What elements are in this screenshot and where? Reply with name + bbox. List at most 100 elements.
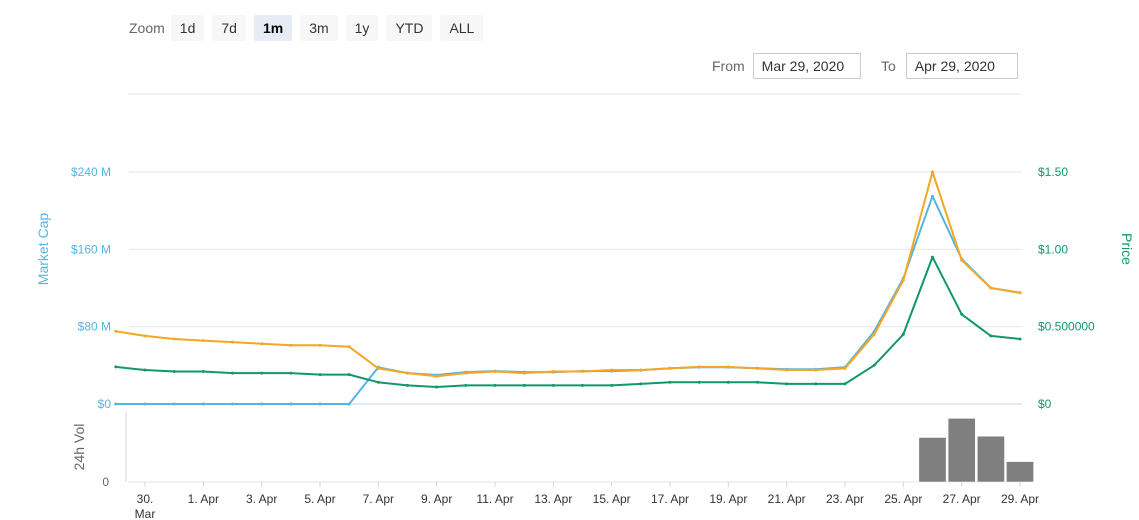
data-point-1-10[interactable]	[406, 371, 409, 375]
data-point-2-18[interactable]	[639, 382, 643, 386]
series-line-price[interactable]	[115, 171, 1021, 378]
data-point-2-26[interactable]	[872, 363, 876, 367]
data-point-1-21[interactable]	[726, 365, 730, 369]
data-point-2-30[interactable]	[989, 334, 993, 338]
data-point-1-29[interactable]	[960, 258, 964, 262]
volume-bar-1[interactable]	[947, 418, 976, 483]
data-point-0-28[interactable]	[931, 194, 934, 198]
data-point-2-28[interactable]	[931, 255, 934, 259]
data-point-1-31[interactable]	[1018, 291, 1022, 295]
data-point-2-8[interactable]	[347, 373, 351, 377]
data-point-2-7[interactable]	[318, 373, 322, 377]
range-to-label: To	[881, 58, 896, 74]
left-axis-tick-2: $160 M	[71, 242, 111, 256]
data-point-1-23[interactable]	[785, 368, 789, 372]
data-point-1-12[interactable]	[464, 371, 468, 375]
data-point-2-29[interactable]	[960, 312, 964, 316]
data-point-2-24[interactable]	[814, 382, 818, 386]
data-point-2-4[interactable]	[231, 371, 234, 375]
data-point-2-22[interactable]	[756, 380, 759, 384]
volume-bar-0[interactable]	[918, 437, 947, 483]
data-point-1-11[interactable]	[435, 374, 439, 378]
data-point-1-25[interactable]	[843, 366, 847, 370]
data-point-0-8[interactable]	[347, 402, 351, 406]
data-point-1-13[interactable]	[493, 370, 497, 373]
data-point-1-8[interactable]	[347, 345, 351, 349]
x-axis-tick-8: 15. Apr	[593, 492, 631, 506]
data-point-0-5[interactable]	[260, 402, 264, 406]
data-point-1-3[interactable]	[201, 339, 205, 343]
data-point-2-5[interactable]	[260, 371, 264, 375]
zoom-ytd-button[interactable]: YTD	[386, 15, 433, 41]
data-point-0-2[interactable]	[172, 402, 176, 406]
data-point-1-9[interactable]	[376, 366, 380, 370]
x-axis-tick-4: 7. Apr	[363, 492, 394, 506]
data-point-2-6[interactable]	[289, 371, 293, 375]
range-to-input[interactable]	[905, 53, 1018, 79]
x-axis-tick-14: 27. Apr	[943, 492, 981, 506]
data-point-2-10[interactable]	[406, 383, 409, 387]
data-point-2-3[interactable]	[201, 370, 205, 373]
data-point-0-1[interactable]	[143, 402, 147, 406]
data-point-2-2[interactable]	[172, 370, 176, 373]
data-point-2-19[interactable]	[668, 380, 672, 384]
data-point-2-15[interactable]	[551, 383, 555, 387]
data-point-0-0[interactable]	[114, 402, 118, 406]
zoom-1m-button[interactable]: 1m	[253, 15, 293, 41]
data-point-2-20[interactable]	[697, 380, 701, 384]
data-point-2-21[interactable]	[726, 380, 730, 384]
data-point-2-16[interactable]	[581, 383, 584, 387]
x-axis-tick-5: 9. Apr	[421, 492, 452, 506]
volume-bar-3[interactable]	[1006, 461, 1034, 483]
data-point-1-7[interactable]	[318, 343, 322, 347]
data-point-1-15[interactable]	[551, 370, 555, 373]
data-point-1-18[interactable]	[639, 368, 643, 372]
data-point-1-22[interactable]	[756, 366, 759, 370]
range-from-input[interactable]	[752, 53, 861, 79]
data-point-2-31[interactable]	[1018, 337, 1022, 341]
data-point-1-27[interactable]	[901, 278, 905, 282]
data-point-1-28[interactable]	[931, 170, 934, 174]
data-point-1-26[interactable]	[872, 332, 876, 336]
data-point-1-20[interactable]	[697, 365, 701, 369]
data-point-1-1[interactable]	[143, 334, 147, 338]
data-point-0-7[interactable]	[318, 402, 322, 406]
data-point-2-17[interactable]	[610, 383, 614, 387]
data-point-1-2[interactable]	[172, 337, 176, 341]
data-point-1-0[interactable]	[114, 329, 118, 333]
data-point-1-14[interactable]	[522, 371, 526, 375]
data-point-1-24[interactable]	[814, 368, 818, 372]
zoom-7d-button[interactable]: 7d	[212, 15, 246, 41]
data-point-1-16[interactable]	[581, 370, 584, 373]
data-point-2-14[interactable]	[522, 383, 526, 387]
data-point-1-4[interactable]	[231, 340, 234, 344]
zoom-1y-button[interactable]: 1y	[345, 15, 379, 41]
data-point-2-25[interactable]	[843, 382, 847, 386]
data-point-2-1[interactable]	[143, 368, 147, 372]
data-point-2-27[interactable]	[901, 332, 905, 336]
data-point-1-5[interactable]	[260, 342, 264, 346]
series-line-price-secondary[interactable]	[115, 256, 1021, 388]
data-point-0-4[interactable]	[231, 402, 234, 406]
data-point-2-12[interactable]	[464, 383, 468, 387]
data-point-0-6[interactable]	[289, 402, 293, 406]
data-point-2-9[interactable]	[376, 380, 380, 384]
data-point-1-17[interactable]	[610, 368, 614, 372]
data-point-2-23[interactable]	[785, 382, 789, 386]
data-point-1-30[interactable]	[989, 286, 993, 290]
zoom-all-button[interactable]: ALL	[440, 15, 484, 41]
data-point-2-13[interactable]	[493, 383, 497, 387]
zoom-3m-button[interactable]: 3m	[300, 15, 338, 41]
right-axis-tick-3: $1.50	[1038, 165, 1068, 179]
data-point-1-6[interactable]	[289, 343, 293, 347]
zoom-1d-button[interactable]: 1d	[170, 15, 205, 41]
data-point-1-19[interactable]	[668, 366, 672, 370]
volume-bar-2[interactable]	[977, 435, 1005, 483]
x-axis-tick-1: 1. Apr	[188, 492, 219, 506]
left-axis-tick-1: $80 M	[78, 320, 111, 334]
data-point-2-0[interactable]	[114, 365, 118, 369]
data-point-2-11[interactable]	[435, 385, 439, 389]
x-axis-tick-7: 13. Apr	[534, 492, 572, 506]
data-point-0-3[interactable]	[201, 402, 205, 406]
